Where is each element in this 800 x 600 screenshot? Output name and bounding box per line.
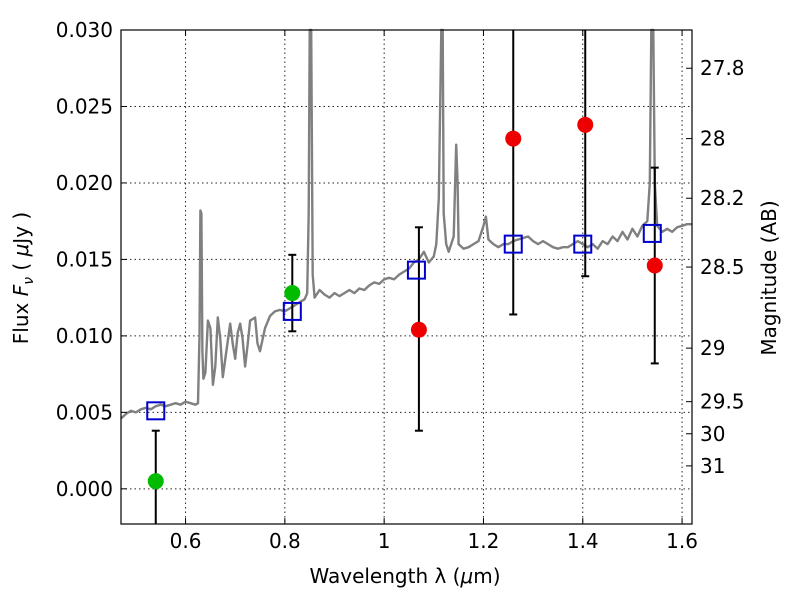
x-tick-label: 1.6 — [666, 529, 698, 553]
grid-layer — [121, 29, 692, 524]
tick-layer: 0.6 0.8 1 1.2 1.4 1.6 0.000 0.005 0.010 0.015 0.02… — [56, 18, 745, 553]
y-axis-title: Flux Fν ( μJy ) — [9, 212, 37, 344]
y-tick-label: 0.000 — [56, 477, 113, 501]
model-band-square — [573, 234, 593, 254]
y2-tick-label: 28.2 — [700, 186, 745, 210]
x-tick-label: 1.4 — [567, 529, 599, 553]
plot-frame — [120, 29, 693, 525]
y2-tick-label: 27.8 — [700, 56, 745, 80]
x-tick-label: 1.2 — [468, 529, 500, 553]
y2-axis-title: Magnitude (AB) — [757, 200, 781, 355]
detection-point — [284, 285, 301, 302]
observed-point — [505, 130, 522, 147]
y2-tick-label: 31 — [700, 454, 725, 478]
y-tick-label: 0.030 — [56, 18, 113, 42]
spectrum-layer — [120, 28, 692, 420]
model-band-square — [282, 301, 302, 321]
y-tick-label: 0.015 — [56, 247, 113, 271]
y2-tick-label: 28 — [700, 127, 725, 151]
y2-tick-label: 29.5 — [700, 390, 745, 414]
model-spectrum-line — [120, 28, 692, 420]
observed-point — [646, 257, 663, 274]
model-band-square — [406, 260, 426, 280]
y2-tick-label: 30 — [700, 422, 725, 446]
y2-tick-label: 28.5 — [700, 255, 745, 279]
detection-point — [147, 473, 164, 490]
y2-tick-label: 29 — [700, 336, 725, 360]
y-tick-label: 0.025 — [56, 94, 113, 118]
model-band-square — [503, 234, 523, 254]
x-tick-label: 1 — [378, 529, 391, 553]
model-band-square — [146, 401, 166, 421]
y-tick-label: 0.005 — [56, 400, 113, 424]
x-tick-label: 0.8 — [269, 529, 301, 553]
y-tick-label: 0.010 — [56, 324, 113, 348]
observed-point — [410, 321, 427, 338]
y-tick-label: 0.020 — [56, 171, 113, 195]
x-axis-title: Wavelength λ (μm) — [309, 564, 500, 588]
observed-point — [577, 116, 594, 133]
model-band-square — [642, 223, 662, 243]
marker-layer — [146, 116, 663, 490]
x-tick-label: 0.6 — [170, 529, 202, 553]
